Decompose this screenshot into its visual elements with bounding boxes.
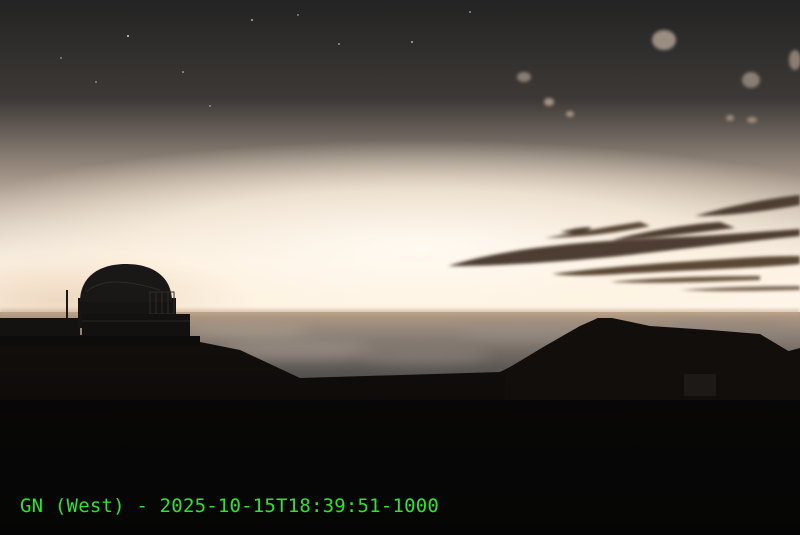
webcam-timestamp-caption: GN (West) - 2025-10-15T18:39:51-1000 — [20, 495, 440, 517]
small-building — [684, 374, 716, 396]
stars — [60, 11, 471, 107]
cloud-streaks — [448, 195, 800, 292]
horizon-line — [0, 309, 800, 315]
cinder-cone — [505, 318, 800, 400]
telescope-dome — [0, 264, 200, 346]
foreground-shadow — [0, 400, 800, 535]
sky-clouds — [517, 30, 800, 123]
